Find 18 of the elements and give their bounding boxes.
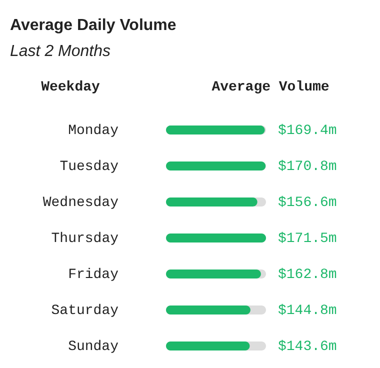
x-axis-title: Average Volume bbox=[212, 80, 330, 96]
y-tick-label: Sunday bbox=[68, 339, 118, 355]
data-label: $170.8m bbox=[278, 159, 337, 175]
y-tick-label: Monday bbox=[68, 123, 118, 139]
data-label: $162.8m bbox=[278, 267, 337, 283]
chart-title: Average Daily Volume bbox=[10, 17, 176, 34]
y-axis-title: Weekday bbox=[41, 80, 100, 96]
y-tick-label: Friday bbox=[68, 267, 118, 283]
data-label: $156.6m bbox=[278, 195, 337, 211]
y-tick-label: Wednesday bbox=[42, 195, 118, 211]
data-label: $144.8m bbox=[278, 303, 337, 319]
y-tick-label: Tuesday bbox=[60, 159, 118, 175]
data-label: $169.4m bbox=[278, 123, 337, 139]
chart-subtitle: Last 2 Months bbox=[10, 43, 110, 60]
data-label: $171.5m bbox=[278, 231, 337, 247]
y-tick-label: Saturday bbox=[51, 303, 118, 319]
y-tick-label: Thursday bbox=[51, 231, 118, 247]
data-label: $143.6m bbox=[278, 339, 337, 355]
